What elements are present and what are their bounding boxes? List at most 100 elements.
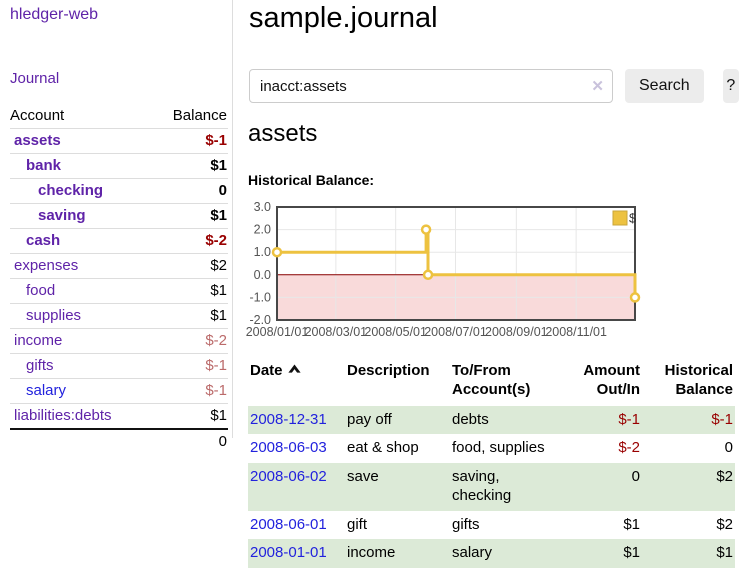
account-balance: $-1 [205,357,227,374]
transaction-description: save [347,468,379,485]
account-balance: $-2 [205,232,227,249]
account-link-income[interactable]: income [14,332,63,349]
page-title: sample.journal [249,2,438,34]
account-link-salary[interactable]: salary [26,382,67,399]
transaction-date-link[interactable]: 2008-01-01 [250,544,327,562]
help-button[interactable]: ? [722,69,739,103]
account-row-income: income $-2 [10,328,228,354]
transaction-row: 2008-06-02 save saving, checking 0 $2 [248,463,735,511]
svg-text:3.0: 3.0 [254,200,271,214]
svg-text:-2.0: -2.0 [249,313,271,327]
search-button[interactable]: Search [625,69,704,103]
accounts-table-header: Account Balance [10,104,228,129]
sidebar: hledger-web Journal Account Balance asse… [0,0,233,450]
search-bar: ✕ Search ? [249,69,739,103]
account-link-cash[interactable]: cash [26,232,61,249]
account-balance: $1 [210,282,227,299]
transaction-accounts: gifts [452,515,480,533]
account-balance: $1 [210,407,227,424]
transaction-balance: $-1 [711,410,733,428]
svg-text:2008/09/01: 2008/09/01 [485,325,548,339]
account-balance: $-1 [205,382,227,399]
column-header-accounts: To/From Account(s) [452,362,531,398]
account-link-food[interactable]: food [26,282,56,299]
transaction-description: gift [347,515,368,533]
transaction-balance: 0 [724,439,733,457]
account-row-gifts: gifts $-1 [10,353,228,379]
account-balance: $1 [210,157,227,174]
account-link-supplies[interactable]: supplies [26,307,82,324]
accounts-table: Account Balance assets $-1 bank $1 check… [10,104,228,454]
account-row-salary: salary $-1 [10,378,228,404]
transaction-amount: $1 [623,515,640,533]
svg-text:2.0: 2.0 [254,223,271,237]
chart-heading: Historical Balance: [248,172,375,188]
account-link-assets[interactable]: assets [14,132,61,149]
account-row-checking: checking 0 [10,178,228,204]
transaction-amount: $-1 [618,410,640,428]
transaction-row: 2008-06-01 gift gifts $1 $2 [248,511,735,540]
account-balance: $2 [210,257,227,274]
register-table: Date Description To/From Account(s) Amou… [248,360,735,568]
svg-text:0.0: 0.0 [254,268,271,282]
accounts-header-balance: Balance [172,107,227,124]
transaction-balance: $2 [716,515,733,533]
transaction-amount: $-2 [618,439,640,457]
accounts-total-row: 0 [10,429,228,454]
transaction-balance: $2 [716,468,733,485]
svg-text:2008/07/01: 2008/07/01 [424,325,487,339]
transaction-amount: $1 [623,544,640,562]
svg-text:2008/03/01: 2008/03/01 [305,325,368,339]
accounts-header-account: Account [10,107,65,124]
account-balance: 0 [218,182,227,199]
svg-text:1.0: 1.0 [254,245,271,259]
account-row-food: food $1 [10,278,228,304]
transaction-description: income [347,544,396,562]
account-link-gifts[interactable]: gifts [26,357,54,374]
app-title-link[interactable]: hledger-web [10,6,99,23]
svg-text:-1.0: -1.0 [249,290,271,304]
transaction-accounts: salary [452,544,493,562]
transaction-date-link[interactable]: 2008-06-01 [250,515,327,533]
account-heading: assets [248,120,318,147]
sidebar-item-journal[interactable]: Journal [10,70,60,87]
svg-text:2008/01/01: 2008/01/01 [246,325,309,339]
search-input[interactable] [249,69,613,103]
transaction-row: 2008-06-03 eat & shop food, supplies $-2… [248,434,735,463]
transaction-description: eat & shop [347,439,419,457]
account-link-checking[interactable]: checking [38,182,104,199]
svg-text:2008/05/01: 2008/05/01 [364,325,427,339]
historical-balance-chart: $3.0 2.0 1.0 0.0 -1.0 -2.0 2008/01/01 2008/03/0… [246,200,642,349]
clear-search-icon[interactable]: ✕ [591,78,604,95]
account-link-expenses[interactable]: expenses [14,257,79,274]
transaction-row: 2008-01-01 income salary $1 $1 [248,539,735,568]
account-balance: $-2 [205,332,227,349]
transaction-balance: $1 [716,544,733,562]
column-header-date[interactable]: Date [248,360,345,406]
transaction-date-link[interactable]: 2008-06-02 [250,468,327,485]
svg-text:2008/11/01: 2008/11/01 [545,325,607,339]
accounts-total-value: 0 [218,433,227,450]
transaction-accounts: debts [452,410,489,428]
transaction-row: 2008-12-31 pay off debts $-1 $-1 [248,405,735,435]
account-row-liabilities-debts: liabilities:debts $1 [10,403,228,430]
account-balance: $-1 [205,132,227,149]
transaction-amount: 0 [631,468,640,485]
transaction-date-link[interactable]: 2008-12-31 [250,410,327,428]
column-header-balance: Historical Balance [664,362,733,398]
column-header-description: Description [347,362,430,379]
transaction-date-link[interactable]: 2008-06-03 [250,439,327,457]
account-row-assets: assets $-1 [10,128,228,154]
account-link-bank[interactable]: bank [26,157,62,174]
account-link-saving[interactable]: saving [38,207,86,224]
account-row-cash: cash $-2 [10,228,228,254]
account-balance: $1 [210,307,227,324]
transaction-accounts: saving, checking [452,468,512,504]
register-header-row: Date Description To/From Account(s) Amou… [248,360,735,406]
account-balance: $1 [210,207,227,224]
account-link-liabilities-debts[interactable]: liabilities:debts [14,407,112,424]
account-row-bank: bank $1 [10,153,228,179]
sort-ascending-icon [287,362,301,381]
column-header-amount: Amount Out/In [583,362,640,398]
svg-text:$: $ [629,211,637,226]
